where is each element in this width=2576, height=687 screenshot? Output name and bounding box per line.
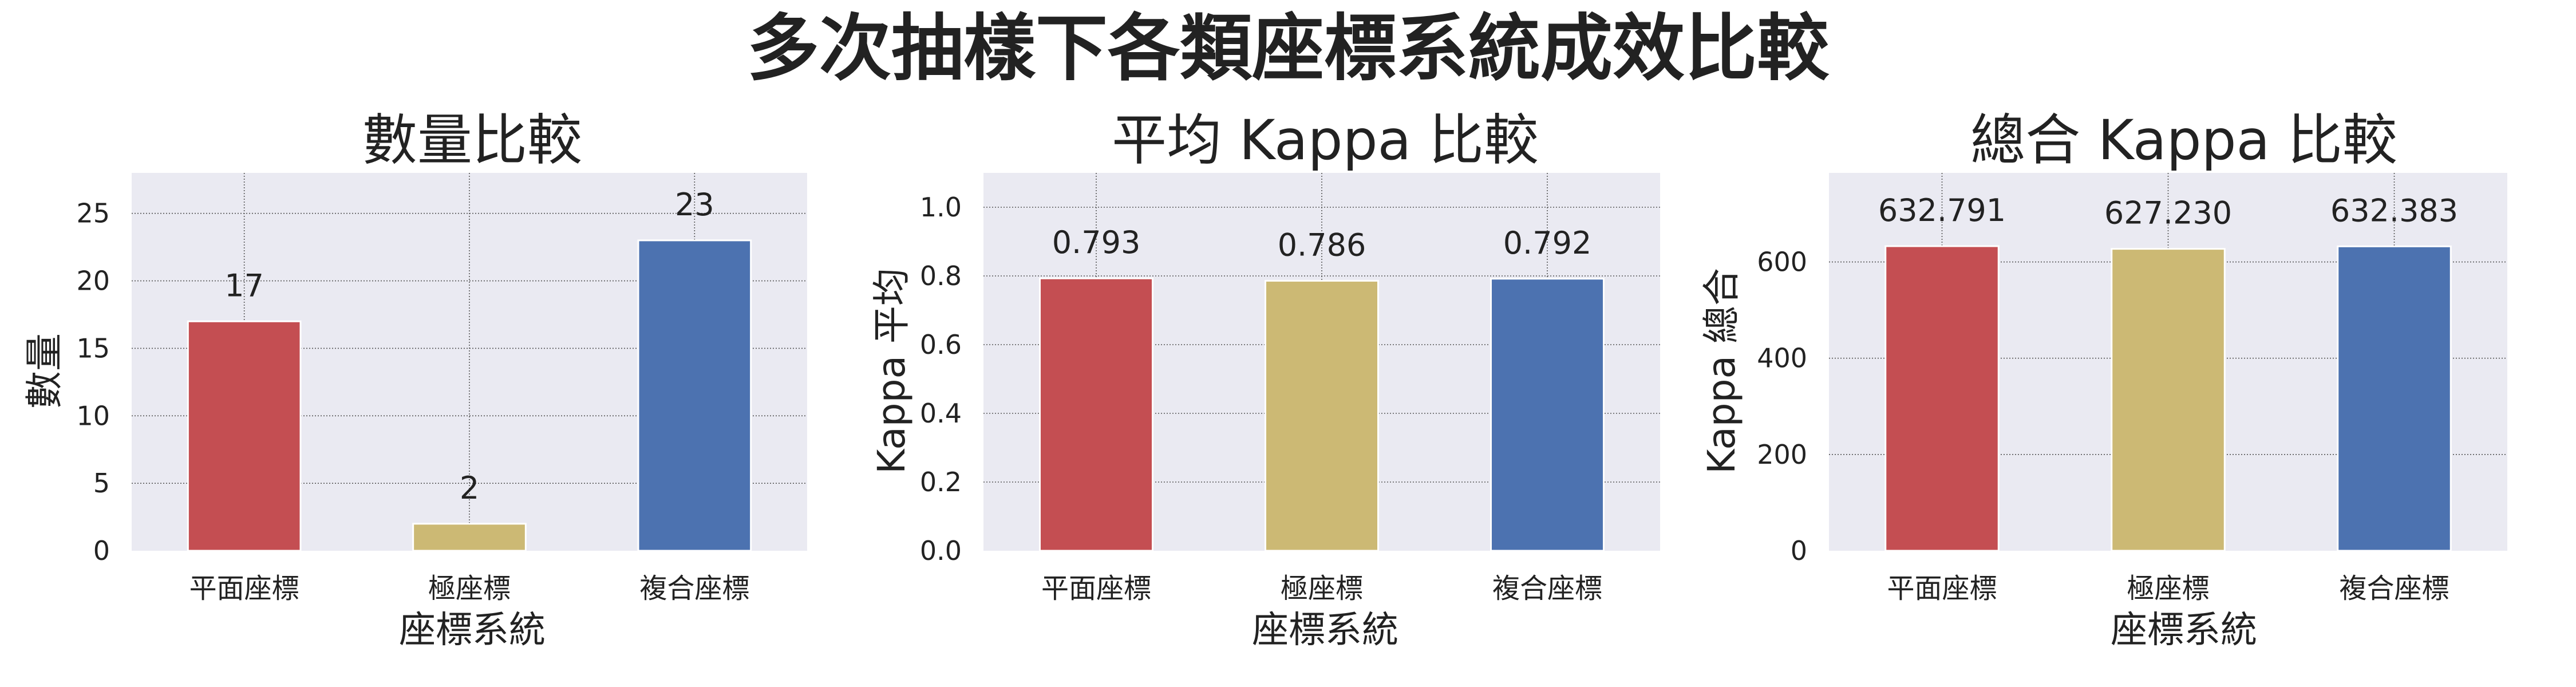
bar [187, 320, 302, 552]
x-tick-label: 極座標 [2127, 572, 2209, 605]
x-tick-label: 平面座標 [189, 572, 299, 605]
bar-value-label: 17 [224, 267, 264, 303]
x-tick-label: 複合座標 [2339, 572, 2449, 605]
panel-title: 平均 Kappa 比較 [1112, 108, 1539, 172]
y-tick-label: 200 [1757, 439, 1807, 470]
bar [1490, 278, 1605, 552]
bar-value-label: 632.791 [1878, 192, 2006, 228]
y-tick-label: 1.0 [920, 192, 962, 223]
x-axis-label: 座標系統 [1252, 609, 1398, 652]
total-kappa-panel: 0 200 400 600 632.791 平面座標 627.230 極座標 632.383 複合… [1700, 108, 2507, 652]
y-tick-label: 0 [1791, 535, 1807, 566]
y-axis-label: Kappa 平均 [870, 268, 914, 474]
x-tick-label: 平面座標 [1041, 572, 1151, 605]
bar [2111, 248, 2226, 552]
bar-value-label: 632.383 [2330, 192, 2458, 228]
y-tick-label: 5 [93, 468, 110, 499]
bar-value-label: 23 [675, 187, 714, 223]
bar-value-label: 2 [460, 470, 479, 506]
panel-title: 總合 Kappa 比較 [1970, 108, 2397, 172]
x-tick-label: 複合座標 [1492, 572, 1602, 605]
bar [412, 523, 527, 552]
y-tick-label: 20 [76, 266, 110, 297]
bar [1884, 245, 2000, 552]
y-tick-label: 0.4 [920, 398, 962, 429]
x-tick-label: 複合座標 [639, 572, 749, 605]
x-axis-label: 座標系統 [399, 609, 546, 652]
bar-value-label: 0.793 [1052, 224, 1141, 260]
y-tick-label: 0.8 [920, 260, 962, 291]
x-tick-label: 極座標 [1281, 572, 1363, 605]
y-tick-label: 0.0 [920, 535, 962, 566]
plot-area: 0 200 400 600 632.791 平面座標 627.230 極座標 632.383 複合… [1757, 173, 2507, 605]
y-tick-label: 0.2 [920, 467, 962, 498]
bar [1265, 279, 1379, 552]
y-tick-label: 0 [93, 535, 110, 566]
x-tick-label: 極座標 [428, 572, 511, 605]
bar [2337, 245, 2452, 552]
y-axis-label: Kappa 總合 [1700, 268, 1744, 474]
figure-suptitle: 多次抽樣下各類座標系統成效比較 [747, 6, 1830, 90]
y-tick-label: 15 [76, 333, 110, 364]
bar [1039, 277, 1153, 552]
x-tick-label: 平面座標 [1887, 572, 1997, 605]
bar [637, 239, 752, 552]
bar-value-label: 627.230 [2104, 195, 2232, 231]
plot-area: 0.0 0.2 0.4 0.6 0.8 1.0 0.793 平面座標 0.786 極座標 0.792… [920, 173, 1660, 605]
y-tick-label: 25 [76, 198, 110, 229]
bar-value-label: 0.786 [1278, 227, 1366, 263]
panel-title: 數量比較 [362, 108, 582, 172]
mean-kappa-panel: 0.0 0.2 0.4 0.6 0.8 1.0 0.793 平面座標 0.786 極座標 0.792… [870, 108, 1660, 652]
count-comparison-panel: 0 5 10 15 20 25 17 平面座標 2 極座標 23 複合座標 數量比較 座標系統 數量 [22, 108, 807, 652]
y-tick-label: 600 [1757, 247, 1807, 278]
plot-area: 0 5 10 15 20 25 17 平面座標 2 極座標 23 複合座標 [76, 173, 807, 605]
bar-value-label: 0.792 [1503, 225, 1592, 261]
y-axis-label: 數量 [22, 333, 66, 409]
y-tick-label: 0.6 [920, 329, 962, 360]
y-tick-label: 10 [76, 400, 110, 431]
y-tick-label: 400 [1757, 343, 1807, 374]
x-axis-label: 座標系統 [2111, 609, 2257, 652]
